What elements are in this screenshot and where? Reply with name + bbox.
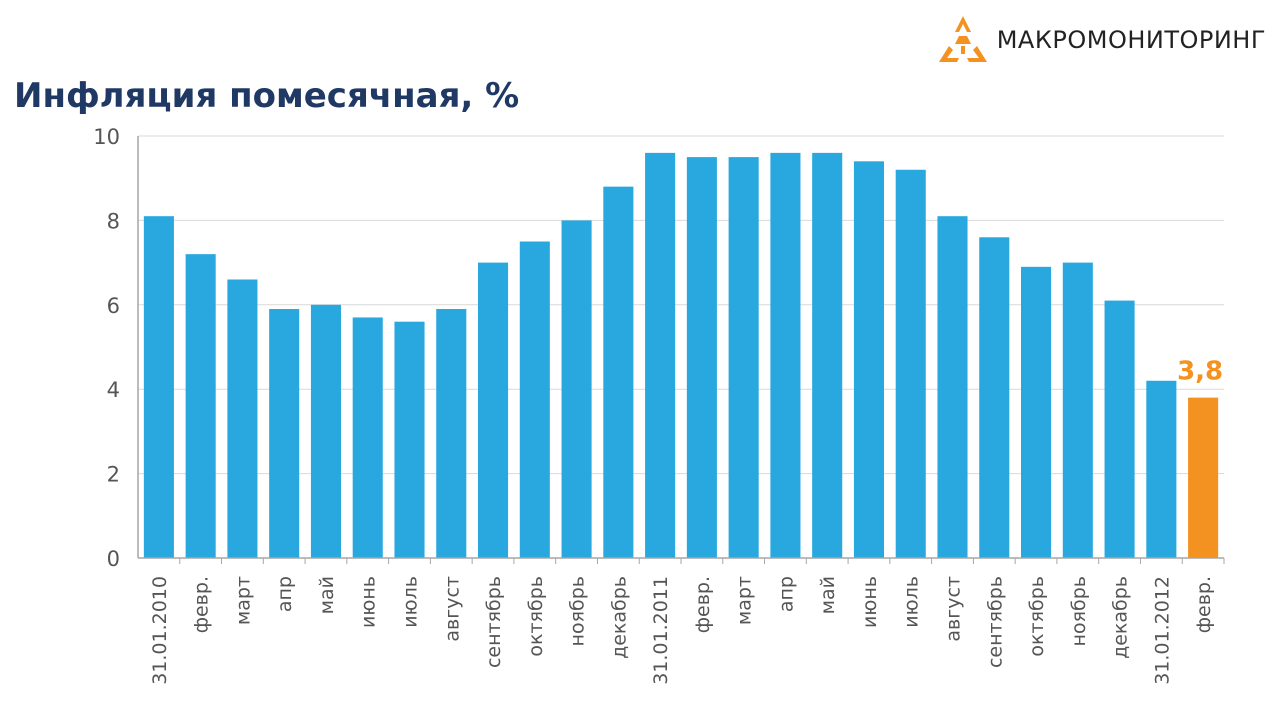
bar [1146,380,1177,558]
y-tick-label: 0 [107,547,120,571]
bar [561,220,592,558]
x-tick-label: август [441,576,463,642]
brand-logo-icon [938,16,987,62]
x-tick-label: май [817,576,839,614]
bar [1062,262,1093,558]
bar [812,152,843,558]
x-tick-label: июнь [859,576,881,628]
bar [436,309,467,558]
x-tick-label: май [316,576,338,614]
data-labels: 3,8 [1177,357,1223,387]
bar [1021,266,1052,558]
bar [895,169,926,558]
bar [269,309,300,558]
x-tick-label: 31.01.2011 [650,576,672,685]
bar [519,241,550,558]
brand-header: МАКРОМОНИТОРИНГ [935,14,1266,66]
x-tick-labels: 31.01.2010 февр. март апр май июнь июль август с… [149,576,1215,685]
x-tick-label: февр. [692,576,714,633]
x-tick-label: февр. [191,576,213,633]
x-tick-label: март [232,576,254,625]
axes [137,136,1225,564]
x-tick-label: июль [400,576,422,628]
grid-lines [138,135,1224,475]
bar [1188,397,1219,558]
x-tick-label: ноябрь [567,576,589,646]
y-tick-labels: 0 2 4 6 8 10 [93,125,120,571]
x-tick-label: сентябрь [984,576,1006,668]
bar [185,254,216,558]
bar [603,186,634,558]
bar [853,161,884,558]
x-tick-label: 31.01.2012 [1151,576,1173,685]
x-tick-label: октябрь [525,576,547,657]
x-tick-label: октябрь [1026,576,1048,657]
x-tick-label: ноябрь [1068,576,1090,646]
y-tick-label: 2 [107,463,120,487]
bar [227,279,258,558]
y-tick-label: 4 [107,378,120,402]
bar [770,152,801,558]
x-tick-label: сентябрь [483,576,505,668]
x-tick-label: июнь [358,576,380,628]
y-tick-label: 8 [107,209,120,233]
x-tick-label: июль [901,576,923,628]
x-tick-label: август [943,576,965,642]
x-tick-label: декабрь [1110,576,1132,659]
bar [937,216,968,558]
bar [394,321,425,558]
bar [645,152,676,558]
bar [1104,300,1135,558]
x-tick-label: апр [775,576,797,612]
bar [686,157,717,558]
x-tick-label: март [734,576,756,625]
bar [310,304,341,558]
x-tick-label: февр. [1193,576,1215,633]
bars [143,152,1219,558]
x-tick-label: декабрь [608,576,630,659]
bar [728,157,759,558]
brand-name: МАКРОМОНИТОРИНГ [996,26,1266,54]
data-label: 3,8 [1177,357,1223,387]
y-tick-label: 10 [93,125,120,149]
bar [352,317,383,558]
x-tick-label: 31.01.2010 [149,576,171,685]
x-tick-label: апр [274,576,296,612]
bar [478,262,509,558]
bar [143,216,174,558]
bar [979,237,1010,558]
y-tick-label: 6 [107,294,120,318]
chart-title: Инфляция помесячная, % [14,76,520,116]
